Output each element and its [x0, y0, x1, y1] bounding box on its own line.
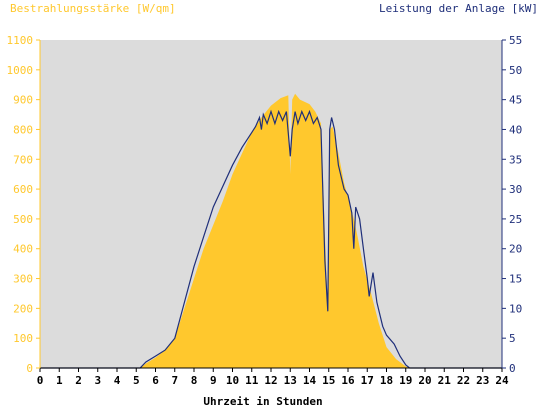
- right-tick-label: 50: [509, 64, 522, 77]
- x-tick-label: 3: [94, 374, 101, 387]
- right-tick-label: 45: [509, 94, 522, 107]
- right-tick-label: 55: [509, 34, 522, 47]
- right-axis-title: Leistung der Anlage [kW]: [379, 2, 538, 15]
- right-tick-label: 15: [509, 273, 522, 286]
- left-axis-title: Bestrahlungsstärke [W/qm]: [10, 2, 176, 15]
- left-tick-label: 700: [13, 153, 33, 166]
- x-tick-label: 2: [75, 374, 82, 387]
- x-tick-label: 16: [341, 374, 355, 387]
- right-tick-label: 20: [509, 243, 522, 256]
- x-tick-label: 10: [226, 374, 239, 387]
- left-tick-label: 600: [13, 183, 33, 196]
- x-tick-label: 24: [495, 374, 509, 387]
- x-tick-label: 17: [361, 374, 374, 387]
- x-tick-label: 21: [438, 374, 452, 387]
- x-axis-title: Uhrzeit in Stunden: [203, 395, 322, 408]
- right-tick-label: 35: [509, 153, 522, 166]
- left-tick-label: 300: [13, 273, 33, 286]
- x-tick-label: 23: [476, 374, 489, 387]
- right-tick-label: 30: [509, 183, 522, 196]
- left-tick-label: 400: [13, 243, 33, 256]
- x-tick-label: 0: [37, 374, 44, 387]
- right-tick-label: 25: [509, 213, 522, 226]
- power-line-series: [40, 109, 502, 369]
- right-tick-label: 40: [509, 123, 522, 136]
- x-tick-label: 12: [264, 374, 277, 387]
- right-tick-label: 0: [509, 362, 516, 375]
- x-tick-label: 14: [303, 374, 317, 387]
- x-tick-label: 5: [133, 374, 140, 387]
- x-tick-label: 1: [56, 374, 63, 387]
- left-tick-label: 1000: [7, 64, 34, 77]
- left-tick-label: 100: [13, 332, 33, 345]
- x-tick-label: 8: [191, 374, 198, 387]
- right-tick-label: 5: [509, 332, 516, 345]
- irradiance-area-series: [40, 93, 502, 368]
- x-tick-label: 4: [114, 374, 121, 387]
- x-tick-label: 7: [171, 374, 178, 387]
- left-tick-label: 800: [13, 123, 33, 136]
- left-tick-label: 900: [13, 94, 33, 107]
- x-tick-label: 11: [245, 374, 259, 387]
- x-tick-label: 19: [399, 374, 412, 387]
- x-tick-label: 18: [380, 374, 393, 387]
- right-tick-label: 10: [509, 302, 522, 315]
- x-tick-label: 13: [284, 374, 297, 387]
- x-tick-label: 15: [322, 374, 335, 387]
- x-tick-label: 9: [210, 374, 217, 387]
- x-tick-label: 6: [152, 374, 159, 387]
- left-tick-label: 500: [13, 213, 33, 226]
- x-tick-label: 22: [457, 374, 470, 387]
- x-tick-label: 20: [418, 374, 431, 387]
- left-tick-label: 200: [13, 302, 33, 315]
- left-tick-label: 0: [26, 362, 33, 375]
- left-tick-label: 1100: [7, 34, 34, 47]
